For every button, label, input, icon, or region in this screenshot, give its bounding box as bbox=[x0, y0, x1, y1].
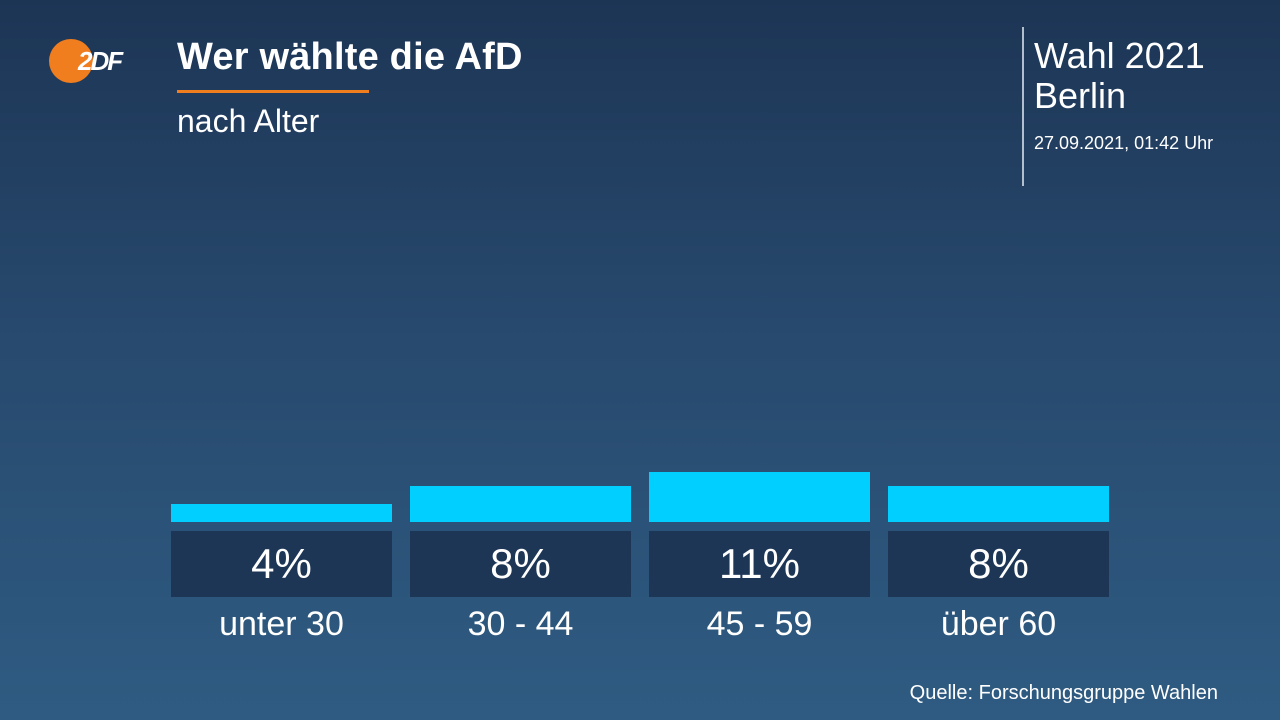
bar-1 bbox=[410, 486, 631, 522]
value-label-1: 8% bbox=[410, 531, 631, 597]
category-label-1: 30 - 44 bbox=[467, 605, 574, 643]
header-divider bbox=[1022, 27, 1024, 186]
category-label-0: unter 30 bbox=[219, 605, 344, 643]
chart-title: Wer wählte die AfD bbox=[177, 36, 523, 78]
election-name: Wahl 2021 bbox=[1034, 35, 1205, 76]
bar-2 bbox=[649, 472, 870, 522]
source-note: Quelle: Forschungsgruppe Wahlen bbox=[909, 682, 1218, 704]
category-label-2: 45 - 59 bbox=[706, 605, 813, 643]
timestamp: 27.09.2021, 01:42 Uhr bbox=[1034, 133, 1214, 153]
bar-0 bbox=[171, 504, 392, 522]
election-region: Berlin bbox=[1034, 75, 1127, 116]
svg-text:2DF: 2DF bbox=[77, 46, 124, 76]
value-label-0: 4% bbox=[171, 531, 392, 597]
zdf-logo: 2DF bbox=[49, 39, 126, 83]
election-info: Wahl 2021 Berlin bbox=[1034, 36, 1205, 116]
chart-subtitle: nach Alter bbox=[177, 103, 320, 139]
value-label-3: 8% bbox=[888, 531, 1109, 597]
value-label-2: 11% bbox=[649, 531, 870, 597]
category-label-3: über 60 bbox=[940, 605, 1057, 643]
title-underline bbox=[177, 90, 369, 93]
bar-3 bbox=[888, 486, 1109, 522]
